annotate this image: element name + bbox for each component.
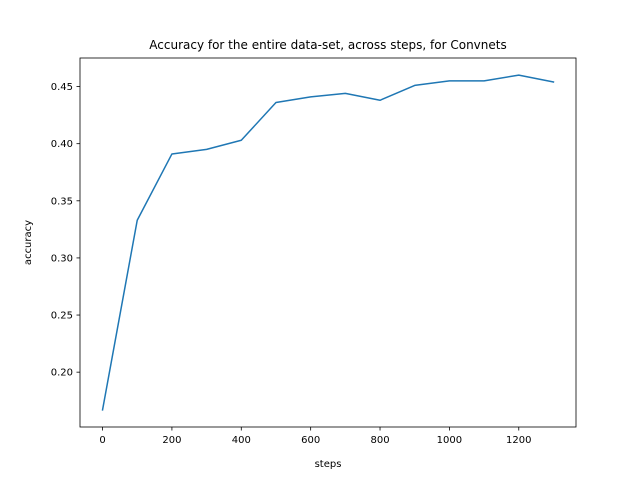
- x-tick-label: 1200: [506, 435, 531, 446]
- y-tick-label: 0.30: [51, 253, 73, 264]
- x-tick-label: 800: [370, 435, 389, 446]
- x-axis-label: steps: [315, 459, 342, 470]
- y-tick-label: 0.35: [51, 196, 73, 207]
- x-tick-label: 1000: [437, 435, 462, 446]
- x-tick-label: 200: [162, 435, 181, 446]
- y-tick-label: 0.45: [51, 82, 73, 93]
- series-layer: [101, 74, 555, 411]
- y-tick-label: 0.25: [51, 311, 73, 322]
- y-axis-label: accuracy: [23, 220, 34, 265]
- y-axis-ticks: 0.20 0.25 0.30 0.35 0.40 0.45: [51, 82, 80, 379]
- chart-title: Accuracy for the entire data-set, across…: [149, 38, 506, 52]
- y-tick-label: 0.40: [51, 139, 73, 150]
- x-tick-label: 600: [301, 435, 320, 446]
- y-tick-label: 0.20: [51, 368, 73, 379]
- x-axis-ticks: 0 200 400 600 800 1000 1200: [99, 427, 531, 446]
- x-tick-label: 0: [99, 435, 105, 446]
- plot-frame: [79, 57, 577, 428]
- x-tick-label: 400: [232, 435, 251, 446]
- accuracy-series-line: [101, 74, 555, 411]
